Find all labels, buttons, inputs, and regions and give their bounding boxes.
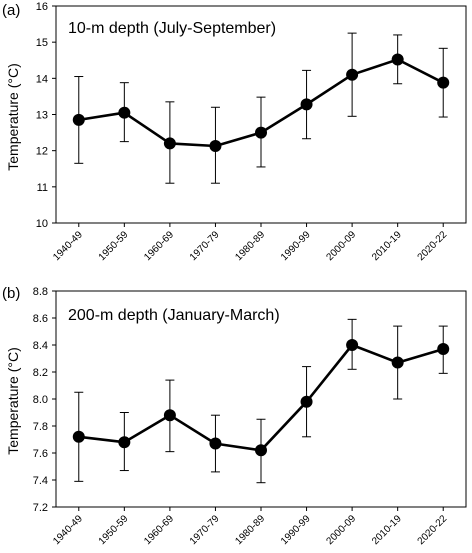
data-point-b [300, 395, 313, 408]
y-tick-label-b: 7.4 [33, 475, 48, 487]
data-point-b [391, 356, 404, 369]
panel-letter-b: (b) [2, 285, 20, 302]
x-tick-label-a: 1940-49 [51, 229, 85, 263]
data-point-b [118, 436, 131, 449]
x-tick-label-a: 1950-59 [97, 229, 131, 263]
panel-a: (a) 10-m depth (July-September) Temperat… [2, 1, 467, 263]
data-point-a [437, 76, 450, 89]
data-point-a [72, 113, 85, 126]
data-point-b [346, 339, 359, 351]
panel-letter-a: (a) [2, 2, 20, 19]
y-tick-label-a: 14 [36, 73, 48, 85]
data-point-b [72, 430, 85, 443]
y-tick-label-a: 16 [36, 1, 48, 13]
y-tick-label-b: 8.4 [33, 340, 48, 352]
panel-title-a: 10-m depth (July-September) [68, 20, 276, 37]
data-point-a [391, 53, 404, 66]
data-point-b [437, 343, 450, 356]
data-point-b [163, 409, 176, 422]
data-point-b [209, 437, 222, 450]
data-point-b [255, 444, 267, 457]
x-tick-label-b: 1970-79 [188, 513, 222, 547]
x-tick-label-b: 2010-19 [370, 513, 404, 547]
y-tick-label-a: 12 [36, 146, 48, 158]
data-point-a [163, 137, 176, 150]
x-tick-label-a: 1970-79 [188, 229, 222, 263]
x-tick-label-b: 1960-69 [142, 513, 176, 547]
y-tick-label-a: 11 [37, 182, 48, 194]
y-tick-label-a: 10 [36, 218, 48, 230]
y-axis-label-a: Temperature (°C) [5, 63, 21, 171]
data-point-a [300, 98, 313, 111]
x-tick-label-b: 1980-89 [233, 513, 267, 547]
data-point-a [118, 106, 131, 119]
x-tick-label-a: 2000-09 [325, 229, 359, 263]
panel-title-b: 200-m depth (January-March) [68, 307, 280, 324]
y-tick-label-b: 8.8 [33, 286, 48, 298]
y-tick-label-b: 8.6 [33, 313, 48, 325]
data-point-a [209, 139, 222, 152]
y-tick-label-b: 8.0 [33, 394, 48, 406]
panel-b: (b) 200-m depth (January-March) Temperat… [2, 285, 467, 547]
y-tick-label-a: 15 [36, 37, 48, 49]
x-tick-label-a: 1960-69 [142, 229, 176, 263]
x-tick-label-b: 1950-59 [97, 513, 131, 547]
y-tick-label-a: 13 [36, 110, 48, 122]
y-axis-label-b: Temperature (°C) [5, 347, 21, 455]
y-tick-label-b: 7.8 [33, 421, 48, 433]
x-tick-label-a: 2010-19 [370, 229, 404, 263]
x-tick-label-a: 1990-99 [279, 229, 313, 263]
x-tick-label-b: 1940-49 [51, 513, 85, 547]
x-tick-label-b: 1990-99 [279, 513, 313, 547]
x-tick-label-b: 2020-22 [416, 513, 450, 547]
data-point-a [346, 68, 359, 81]
x-tick-label-a: 2020-22 [416, 229, 450, 263]
y-tick-label-b: 7.2 [33, 502, 48, 514]
data-point-a [255, 126, 267, 139]
y-tick-label-b: 8.2 [33, 367, 48, 379]
x-tick-label-b: 2000-09 [325, 513, 359, 547]
y-tick-label-b: 7.6 [33, 448, 48, 460]
x-tick-label-a: 1980-89 [233, 229, 267, 263]
